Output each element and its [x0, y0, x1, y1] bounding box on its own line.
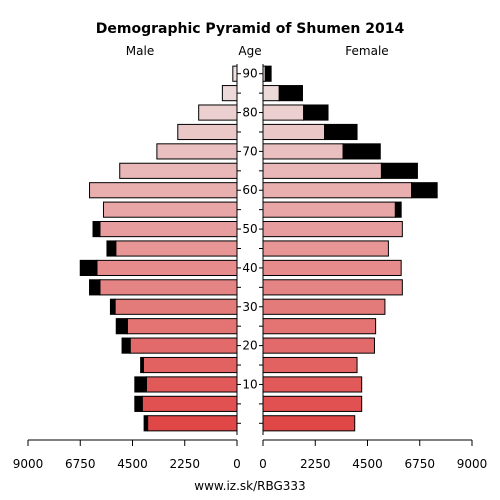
- male-excess-0-4: [143, 415, 149, 432]
- female-excess-55-59: [394, 201, 402, 218]
- female-bars-group: [262, 65, 438, 432]
- male-bar-20-24: [129, 337, 238, 354]
- age-label-10: 10: [242, 377, 257, 391]
- male-x-tick-label: 9000: [13, 457, 44, 471]
- female-bar-85-89: [262, 85, 280, 102]
- male-excess-40-44: [79, 259, 98, 276]
- female-excess-75-79: [324, 123, 358, 141]
- male-bar-30-34: [114, 298, 238, 315]
- female-excess-65-69: [380, 162, 418, 179]
- female-excess-80-84: [303, 104, 329, 121]
- male-bar-70-74: [156, 143, 238, 160]
- male-bars-group: [79, 65, 238, 432]
- male-bar-55-59: [102, 201, 238, 218]
- female-bar-15-19: [262, 356, 358, 374]
- female-bar-65-69: [262, 162, 382, 179]
- male-excess-35-39: [89, 279, 101, 296]
- male-excess-20-24: [121, 337, 131, 354]
- female-bar-25-29: [262, 318, 377, 335]
- male-excess-10-14: [134, 376, 147, 393]
- male-bar-10-14: [145, 376, 238, 393]
- male-bar-50-54: [99, 221, 238, 238]
- female-bar-60-64: [262, 182, 413, 199]
- female-bar-50-54: [262, 221, 403, 238]
- axes-group: 0 0 2250 2250 4500 4500 6750 6750 9000 9000 10 20 30…: [13, 64, 488, 471]
- male-x-tick-label: 0: [233, 457, 241, 471]
- male-excess-45-49: [106, 240, 117, 257]
- female-bar-10-14: [262, 376, 363, 393]
- female-bar-0-4: [262, 415, 356, 432]
- male-excess-25-29: [115, 318, 128, 335]
- chart-title: Demographic Pyramid of Shumen 2014: [96, 21, 405, 37]
- male-excess-5-9: [134, 395, 143, 412]
- male-bar-35-39: [99, 279, 238, 296]
- age-label-60: 60: [242, 183, 257, 197]
- male-bar-85-89: [221, 85, 238, 102]
- age-label-30: 30: [242, 300, 257, 314]
- male-excess-15-19: [140, 356, 144, 374]
- female-excess-85-89: [278, 85, 303, 102]
- male-excess-50-54: [92, 221, 101, 238]
- age-label-80: 80: [242, 106, 257, 120]
- male-bar-25-29: [126, 318, 238, 335]
- female-x-tick-label: 4500: [352, 457, 383, 471]
- male-x-tick-label: 6750: [65, 457, 96, 471]
- female-bar-20-24: [262, 337, 375, 354]
- footer-credit: www.iz.sk/RBG333: [194, 479, 305, 493]
- age-label-50: 50: [242, 222, 257, 236]
- male-bar-5-9: [141, 395, 238, 412]
- male-bar-15-19: [142, 356, 238, 374]
- female-bar-55-59: [262, 201, 396, 218]
- male-bar-65-69: [119, 162, 238, 179]
- age-label-70: 70: [242, 144, 257, 158]
- male-bar-75-79: [177, 123, 238, 141]
- male-bar-45-49: [115, 240, 238, 257]
- female-bar-80-84: [262, 104, 305, 121]
- female-x-tick-label: 2250: [300, 457, 331, 471]
- female-bar-5-9: [262, 395, 363, 412]
- female-x-tick-label: 6750: [404, 457, 435, 471]
- male-excess-30-34: [109, 298, 116, 315]
- male-bar-40-44: [96, 259, 238, 276]
- female-bar-75-79: [262, 123, 326, 141]
- male-label: Male: [126, 44, 154, 58]
- male-x-tick-label: 4500: [117, 457, 148, 471]
- female-bar-40-44: [262, 259, 402, 276]
- female-excess-70-74: [342, 143, 381, 160]
- female-bar-35-39: [262, 279, 403, 296]
- age-label-20: 20: [242, 339, 257, 353]
- female-bar-70-74: [262, 143, 344, 160]
- age-label-40: 40: [242, 261, 257, 275]
- female-bar-30-34: [262, 298, 386, 315]
- age-label: Age: [238, 44, 261, 58]
- female-x-tick-label: 0: [259, 457, 267, 471]
- age-label-90: 90: [242, 67, 257, 81]
- female-excess-90+: [264, 65, 272, 82]
- male-bar-0-4: [147, 415, 238, 432]
- male-bar-80-84: [198, 104, 238, 121]
- female-excess-60-64: [411, 182, 438, 199]
- male-bar-90+: [232, 65, 238, 82]
- male-bar-60-64: [89, 182, 238, 199]
- female-bar-45-49: [262, 240, 389, 257]
- male-x-tick-label: 2250: [169, 457, 200, 471]
- female-label: Female: [345, 44, 388, 58]
- female-x-tick-label: 9000: [457, 457, 488, 471]
